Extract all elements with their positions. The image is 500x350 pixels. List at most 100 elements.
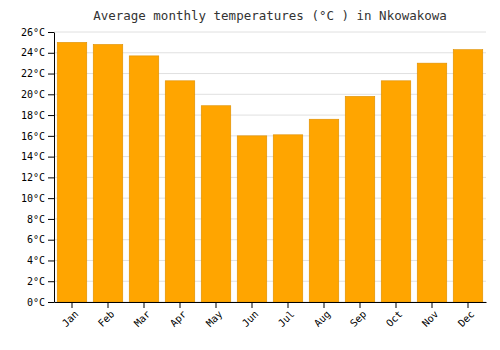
plot: Jan Feb Mar Apr May Jun Jul Aug Sep Oct Nov Dec 0°C 2… — [21, 27, 487, 329]
x-tick: Feb — [96, 302, 117, 329]
x-tick: Apr — [168, 302, 189, 329]
y-tick-label: 6°C — [27, 234, 45, 245]
x-tick-label: Dec — [456, 308, 477, 329]
bar — [237, 136, 267, 302]
x-tick-label: Sep — [348, 308, 369, 329]
y-tick-mark — [48, 260, 54, 261]
x-tick-label: Nov — [420, 308, 441, 329]
y-tick-mark — [48, 198, 54, 199]
y-axis: 0°C 2°C 4°C 6°C 8°C 10°C 12°C 14°C 16°C 18°C 20°C 2… — [21, 27, 55, 308]
y-tick-mark — [48, 219, 54, 220]
bars — [57, 42, 483, 302]
y-tick-mark — [48, 94, 54, 95]
y-tick: 14°C — [21, 151, 54, 162]
y-tick: 4°C — [27, 255, 54, 266]
x-tick-label: Apr — [168, 308, 189, 329]
y-tick: 10°C — [21, 193, 54, 204]
y-tick-label: 14°C — [21, 151, 45, 162]
axis-line — [54, 33, 55, 303]
x-tick: Sep — [348, 302, 369, 329]
x-tick-mark — [252, 302, 253, 308]
bar — [165, 81, 195, 302]
y-tick-mark — [48, 281, 54, 282]
x-tick-mark — [468, 302, 469, 308]
x-tick-mark — [288, 302, 289, 308]
x-tick-mark — [396, 302, 397, 308]
y-tick-label: 20°C — [21, 89, 45, 100]
y-tick: 20°C — [21, 89, 54, 100]
x-tick-mark — [216, 302, 217, 308]
chart: Jan Feb Mar Apr May Jun Jul Aug Sep Oct Nov Dec 0°C 2… — [0, 0, 500, 350]
x-tick-mark — [180, 302, 181, 308]
x-tick: Jun — [240, 302, 261, 329]
x-tick: Nov — [420, 302, 441, 329]
y-tick-mark — [48, 74, 54, 75]
x-tick-label: Oct — [384, 308, 405, 329]
bar — [273, 135, 303, 302]
y-tick-label: 26°C — [21, 27, 45, 38]
bar — [309, 119, 339, 302]
y-tick-label: 8°C — [27, 214, 45, 225]
y-tick: 24°C — [21, 47, 54, 58]
x-tick-label: Mar — [132, 308, 153, 329]
y-tick: 22°C — [21, 68, 54, 79]
y-tick: 18°C — [21, 110, 54, 121]
axis-line — [55, 302, 487, 303]
y-tick-mark — [48, 177, 54, 178]
x-tick: Dec — [456, 302, 477, 329]
grid — [54, 32, 486, 302]
y-tick: 8°C — [27, 214, 54, 225]
x-tick-mark — [360, 302, 361, 308]
bar — [453, 50, 483, 302]
x-tick: Jul — [276, 302, 297, 329]
y-tick: 12°C — [21, 172, 54, 183]
x-tick: Oct — [384, 302, 405, 329]
bar — [417, 63, 447, 302]
x-tick-label: Feb — [96, 308, 117, 329]
x-axis: Jan Feb Mar Apr May Jun Jul Aug Sep Oct Nov Dec — [55, 302, 487, 329]
x-tick-mark — [432, 302, 433, 308]
y-tick: 16°C — [21, 131, 54, 142]
x-tick: Aug — [312, 302, 333, 329]
y-tick-label: 18°C — [21, 110, 45, 121]
x-tick: Jan — [60, 302, 81, 329]
y-tick-label: 2°C — [27, 276, 45, 287]
bar — [201, 106, 231, 302]
x-tick-mark — [108, 302, 109, 308]
y-tick-mark — [48, 240, 54, 241]
x-tick-label: Jun — [240, 308, 261, 329]
x-tick-mark — [144, 302, 145, 308]
grid-line — [54, 32, 486, 33]
y-tick: 0°C — [27, 297, 54, 308]
bar — [57, 42, 87, 302]
y-tick-label: 12°C — [21, 172, 45, 183]
x-tick-mark — [72, 302, 73, 308]
title: Average monthly temperatures (°C ) in Nk… — [93, 8, 447, 23]
y-tick-label: 24°C — [21, 47, 45, 58]
bar — [93, 44, 123, 302]
y-tick-label: 22°C — [21, 68, 45, 79]
x-tick-label: May — [204, 308, 225, 329]
y-tick-mark — [48, 136, 54, 137]
x-tick: Mar — [132, 302, 153, 329]
bar — [345, 96, 375, 302]
y-tick-mark — [48, 115, 54, 116]
y-tick-label: 16°C — [21, 131, 45, 142]
y-tick-mark — [48, 302, 54, 303]
y-tick-label: 4°C — [27, 255, 45, 266]
y-tick: 6°C — [27, 234, 54, 245]
x-tick-label: Aug — [312, 308, 333, 329]
y-tick-mark — [48, 157, 54, 158]
x-tick-mark — [324, 302, 325, 308]
y-tick-mark — [48, 32, 54, 33]
x-tick-label: Jan — [60, 308, 81, 329]
y-tick: 26°C — [21, 27, 54, 38]
y-tick-label: 0°C — [27, 297, 45, 308]
y-tick: 2°C — [27, 276, 54, 287]
bar — [381, 81, 411, 302]
x-tick-label: Jul — [276, 308, 297, 329]
bar — [129, 56, 159, 302]
x-tick: May — [204, 302, 225, 329]
y-tick-mark — [48, 53, 54, 54]
y-tick-label: 10°C — [21, 193, 45, 204]
